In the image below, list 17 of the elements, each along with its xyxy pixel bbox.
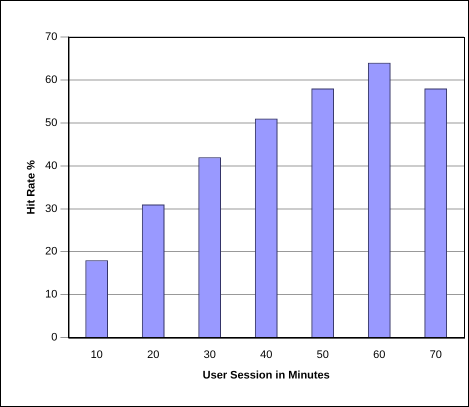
y-axis-title: Hit Rate % [26, 160, 38, 215]
y-tick-label: 10 [45, 288, 58, 301]
y-tick-label: 30 [45, 202, 58, 215]
x-tick-label: 10 [90, 349, 103, 362]
x-tick-label: 50 [316, 349, 329, 362]
y-tick-label: 20 [45, 246, 58, 258]
x-tick-label: 70 [430, 349, 442, 362]
x-tick-label: 20 [147, 349, 160, 362]
x-tick-label: 30 [204, 349, 216, 362]
y-tick-label: 70 [45, 31, 58, 44]
y-tick-label: 40 [45, 160, 58, 172]
x-tick-label: 40 [260, 349, 272, 362]
y-tick-label: 50 [45, 116, 58, 129]
x-axis-title: User Session in Minutes [202, 369, 330, 382]
x-tick-label: 60 [373, 349, 386, 362]
y-tick-label: 60 [45, 74, 58, 86]
y-tick-label: 0 [51, 332, 58, 344]
